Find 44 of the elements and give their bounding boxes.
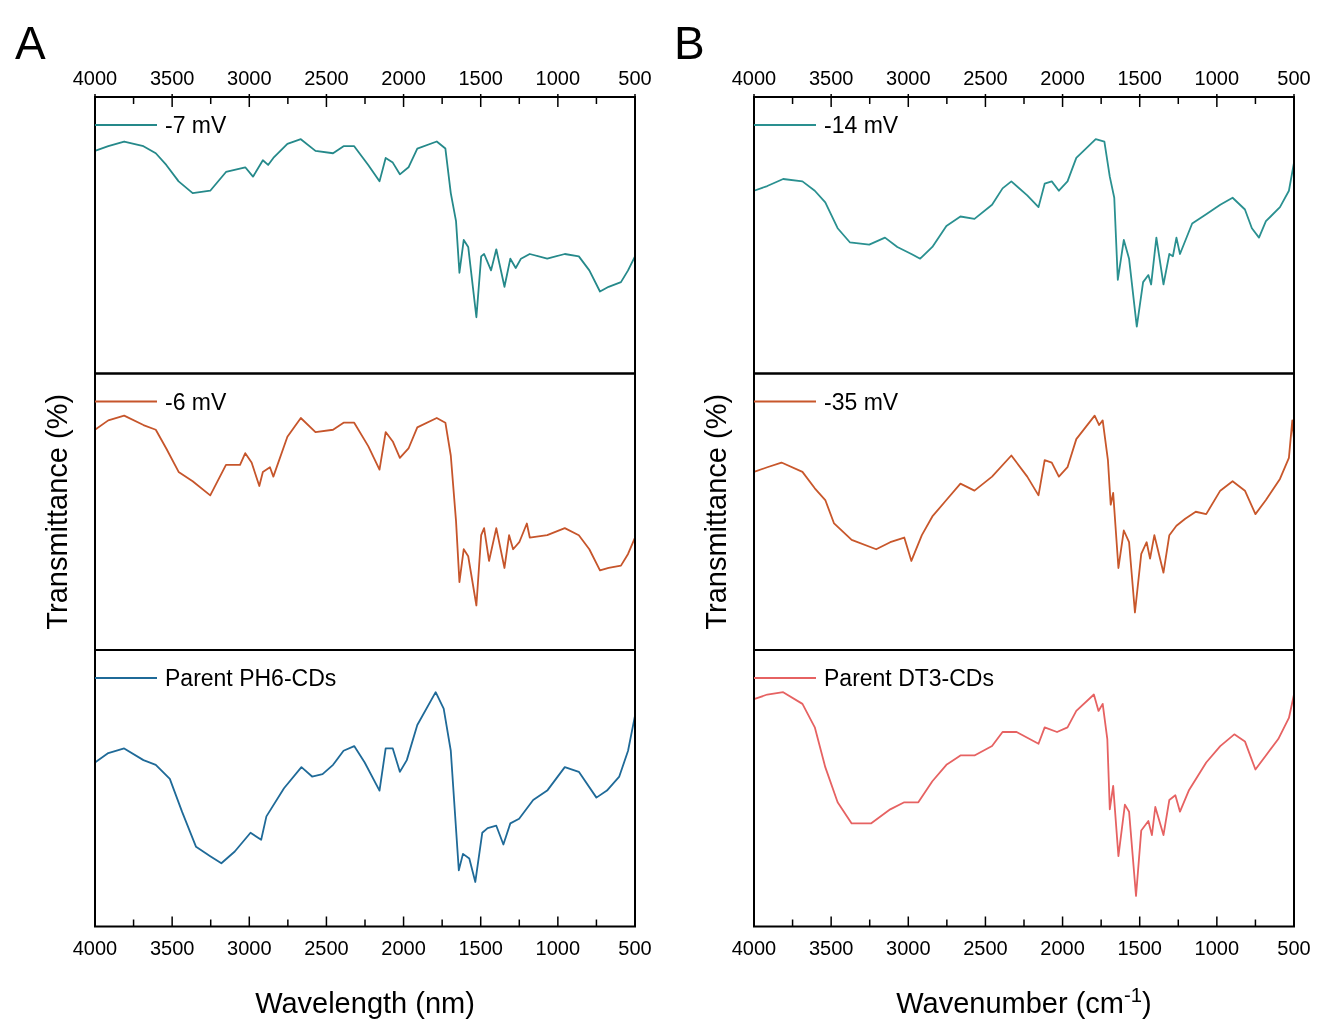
x2-tick-label: 1000: [535, 67, 581, 89]
x-tick-label: 3500: [149, 936, 195, 959]
legend-label: -7 mV: [165, 112, 227, 138]
x-tick-label: 2000: [381, 936, 426, 959]
legend-label: -35 mV: [824, 388, 899, 415]
legend-label: -6 mV: [165, 388, 227, 415]
x-tick-label: 500: [618, 936, 652, 959]
x2-tick-label: 2500: [304, 67, 349, 89]
x2-tick-label: 500: [618, 67, 652, 89]
x-tick-label: 2500: [963, 936, 1008, 959]
x2-tick-label: 2000: [1040, 67, 1085, 89]
x2-tick-label: 2000: [381, 67, 426, 89]
x2-tick-label: 3500: [149, 67, 195, 89]
x-tick-label: 500: [1277, 936, 1311, 959]
legend-label: Parent PH6-CDs: [165, 665, 337, 691]
x-tick-label: 3000: [886, 936, 931, 959]
x2-tick-label: 2500: [963, 67, 1008, 89]
x-tick-label: 2500: [304, 936, 349, 959]
x-axis-title: Wavenumber (cm$^{-1}$): [896, 983, 1152, 1019]
x-tick-label: 2000: [1040, 936, 1085, 959]
x-tick-label: 4000: [72, 936, 118, 959]
x2-tick-label: 500: [1277, 67, 1311, 89]
x-tick-label: 1500: [458, 936, 503, 959]
x-tick-label: 3500: [808, 936, 854, 959]
x-tick-label: 1000: [1194, 936, 1240, 959]
y-axis-title: Transmittance (%): [41, 393, 73, 630]
x2-tick-label: 3000: [227, 67, 272, 89]
x2-tick-label: 3500: [808, 67, 854, 89]
chart-title: A: [15, 17, 46, 69]
legend-label: -14 mV: [824, 112, 899, 138]
x2-tick-label: 1500: [1117, 67, 1162, 89]
x2-tick-label: 4000: [72, 67, 118, 89]
x-tick-label: 4000: [731, 936, 777, 959]
x2-tick-label: 3000: [886, 67, 931, 89]
x2-tick-label: 4000: [731, 67, 777, 89]
y-axis-title: Transmittance (%): [700, 393, 732, 630]
x-axis-title: Wavelength (nm): [255, 986, 475, 1019]
x-tick-label: 1000: [535, 936, 581, 959]
chart-title: B: [674, 17, 705, 69]
x-tick-label: 3000: [227, 936, 272, 959]
legend-label: Parent DT3-CDs: [824, 665, 994, 691]
x-tick-label: 1500: [1117, 936, 1162, 959]
x2-tick-label: 1500: [458, 67, 503, 89]
x2-tick-label: 1000: [1194, 67, 1240, 89]
